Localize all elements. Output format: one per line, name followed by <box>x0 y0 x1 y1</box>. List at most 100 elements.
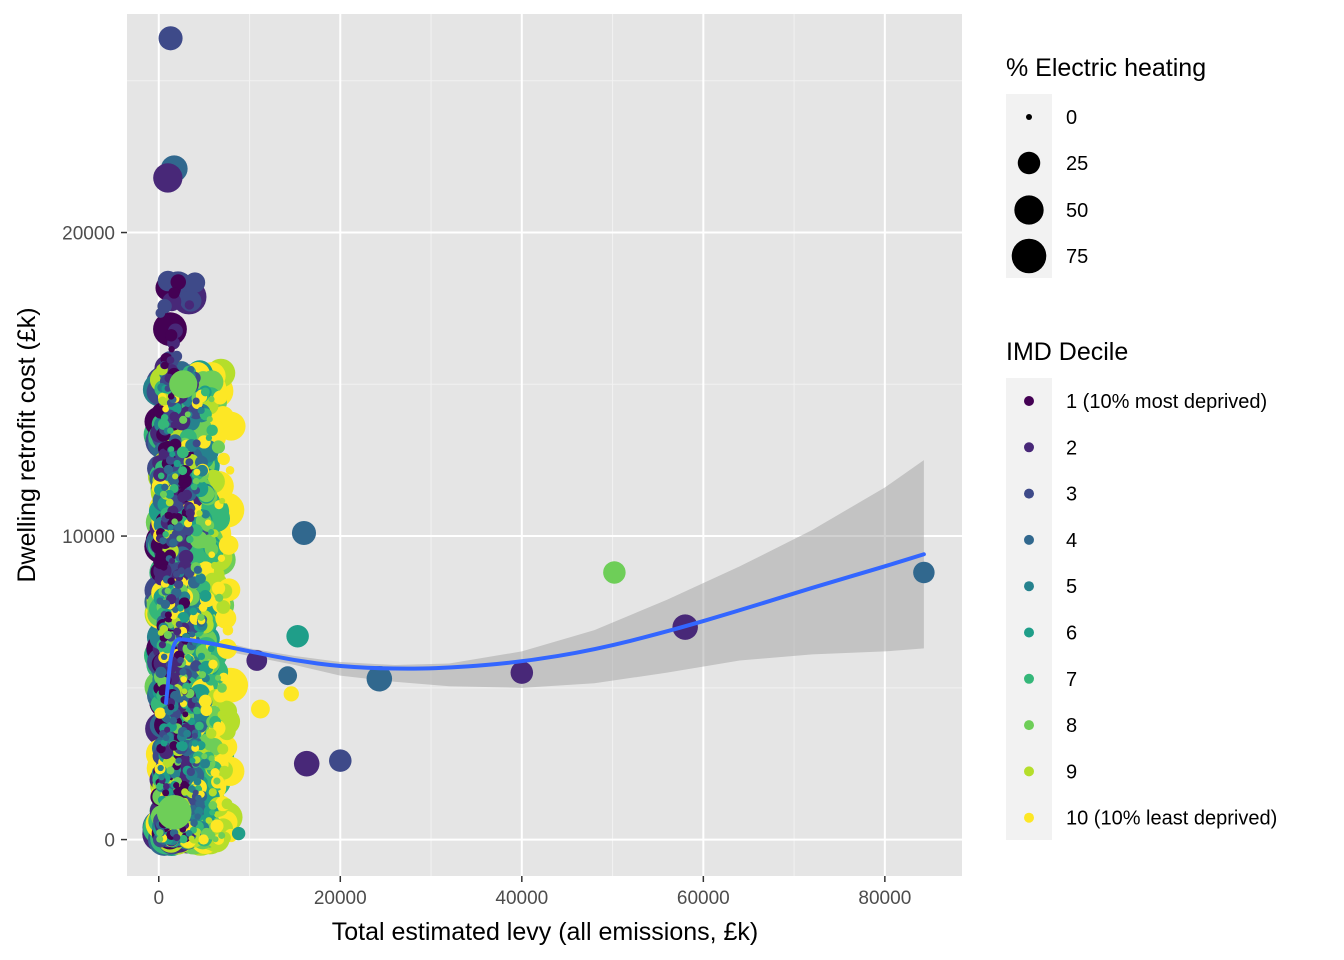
size-legend-label: 50 <box>1066 200 1088 222</box>
data-point <box>172 570 181 578</box>
data-point <box>192 789 199 796</box>
data-point <box>204 739 216 751</box>
data-point <box>168 346 175 353</box>
data-point <box>173 833 181 842</box>
color-legend-key <box>1024 396 1034 406</box>
data-point <box>160 739 168 747</box>
size-legend-key <box>1011 238 1047 274</box>
data-point <box>185 829 193 837</box>
data-point <box>213 721 223 732</box>
data-point <box>215 593 224 602</box>
data-point <box>200 704 213 717</box>
data-point <box>210 819 224 833</box>
x-tick-label: 20000 <box>314 888 367 909</box>
size-legend: % Electric heating 0 25 50 75 <box>1006 54 1206 278</box>
data-point <box>173 782 180 789</box>
data-point <box>195 794 202 802</box>
data-point <box>160 653 168 661</box>
color-legend-key <box>1024 673 1034 684</box>
color-legend-key <box>1024 534 1034 545</box>
data-point <box>191 696 199 703</box>
data-point <box>278 666 298 686</box>
data-point <box>222 624 234 636</box>
data-point <box>603 561 626 584</box>
data-point <box>212 836 219 843</box>
data-point <box>193 706 201 714</box>
data-point <box>177 656 184 664</box>
data-point <box>216 600 231 614</box>
color-legend-label: 8 <box>1066 715 1077 737</box>
data-point <box>195 574 205 583</box>
data-point <box>251 699 270 719</box>
data-point <box>213 777 221 785</box>
color-legend-label: 5 <box>1066 576 1077 598</box>
data-point <box>217 683 227 693</box>
data-point <box>170 274 187 290</box>
data-point <box>190 819 198 827</box>
data-point <box>218 535 239 555</box>
data-point <box>171 518 178 525</box>
data-point <box>176 604 184 612</box>
data-point <box>172 606 179 614</box>
data-point <box>156 794 192 830</box>
data-point <box>164 611 172 619</box>
data-point <box>173 627 182 636</box>
data-point <box>206 424 218 436</box>
size-legend-title: % Electric heating <box>1006 54 1206 82</box>
data-point <box>201 510 210 519</box>
data-point <box>177 473 192 488</box>
data-point <box>194 813 201 820</box>
data-point <box>211 561 219 570</box>
size-legend-label: 75 <box>1066 246 1088 268</box>
data-point <box>165 455 176 465</box>
data-point <box>158 26 183 51</box>
data-point <box>162 789 170 797</box>
data-point <box>191 732 198 739</box>
data-point <box>198 671 207 679</box>
y-tick-label: 10000 <box>62 527 115 548</box>
data-point <box>164 329 178 342</box>
data-point <box>184 300 195 310</box>
color-legend-label: 1 (10% most deprived) <box>1066 391 1267 413</box>
data-point <box>329 749 352 772</box>
x-tick-label: 80000 <box>858 888 911 909</box>
data-point <box>179 834 188 844</box>
data-point <box>186 767 196 777</box>
data-point <box>217 780 227 790</box>
data-point <box>208 801 218 810</box>
data-point <box>163 464 174 475</box>
data-point <box>158 448 170 460</box>
axis-ticks: 0 20000 40000 60000 80000 0 10000 20000 <box>62 224 911 909</box>
data-point <box>157 764 164 772</box>
data-point <box>189 757 196 764</box>
y-axis-title: Dwelling retrofit cost (£k) <box>13 307 41 582</box>
data-point <box>169 538 178 547</box>
data-point <box>184 411 191 418</box>
x-axis-title: Total estimated levy (all emissions, £k) <box>332 918 759 946</box>
data-point <box>172 473 179 480</box>
color-legend-key <box>1024 720 1034 731</box>
size-legend-label: 0 <box>1066 107 1077 129</box>
data-point <box>219 497 226 505</box>
data-point <box>162 405 169 413</box>
data-point <box>156 597 164 605</box>
data-point <box>194 806 204 816</box>
data-point <box>193 777 202 786</box>
data-point <box>210 767 220 778</box>
data-point <box>196 510 203 517</box>
data-point <box>157 629 165 636</box>
data-point <box>189 798 196 806</box>
data-point <box>189 804 197 811</box>
data-point <box>188 835 195 842</box>
color-legend-key <box>1024 812 1034 823</box>
color-legend: IMD Decile 1 (10% most deprived) 2 3 4 5 6 7 8 9… <box>1006 338 1277 840</box>
confidence-band <box>166 460 924 725</box>
data-point <box>159 537 167 545</box>
data-point <box>213 390 228 405</box>
data-point <box>177 491 188 503</box>
data-point <box>165 498 174 507</box>
data-point <box>179 415 188 424</box>
data-point <box>182 524 194 536</box>
color-legend-key <box>1024 581 1034 592</box>
